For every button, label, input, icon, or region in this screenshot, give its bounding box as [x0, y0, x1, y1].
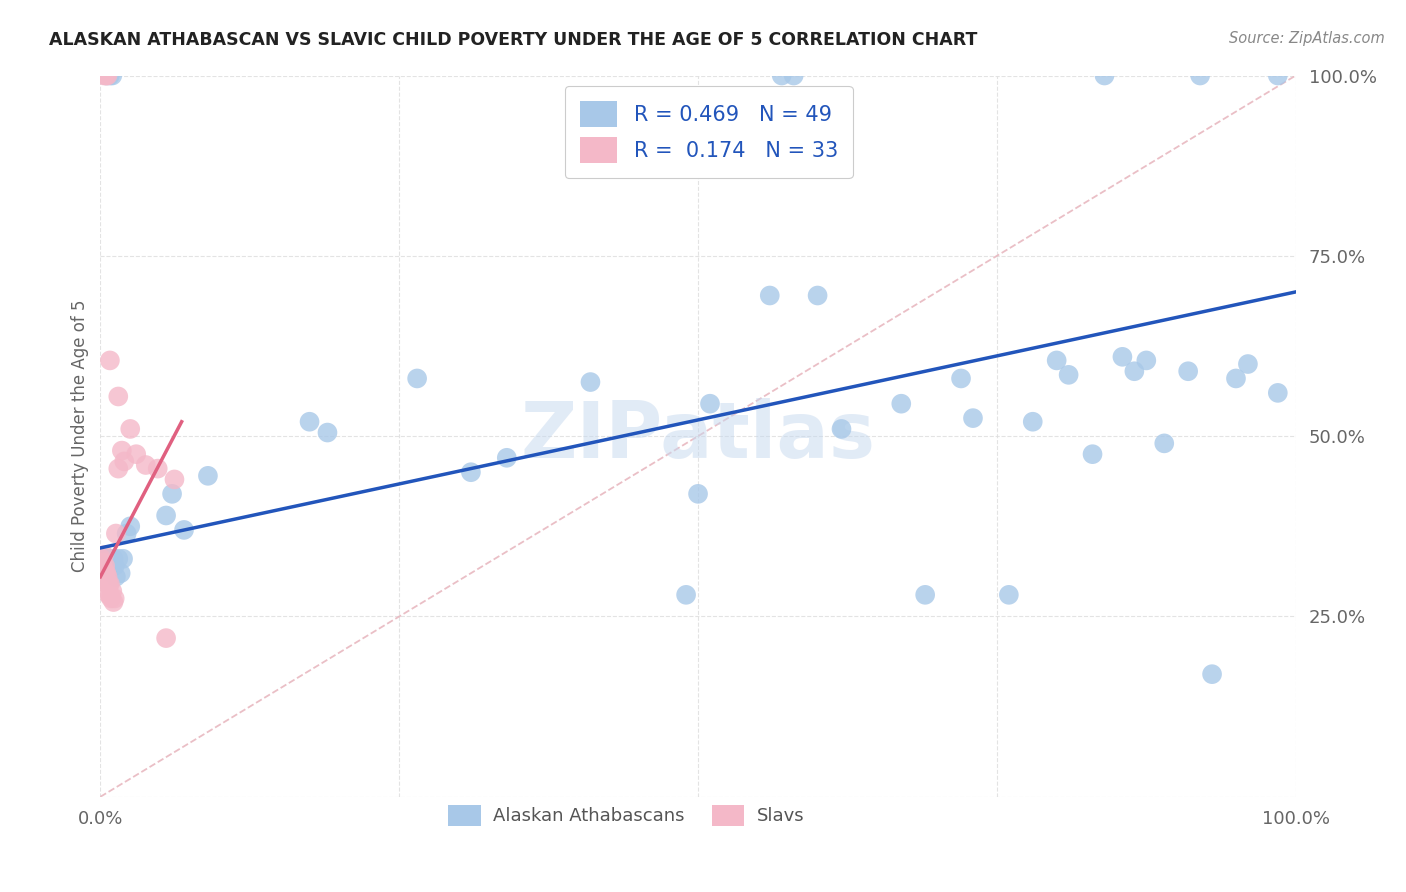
Point: [1267, 385, 1289, 400]
Point: [686, 487, 709, 501]
Point: [103, 551, 125, 566]
Point: [93, 548, 115, 562]
Point: [831, 422, 853, 436]
Point: [96, 570, 118, 584]
Point: [104, 570, 127, 584]
Point: [101, 584, 124, 599]
Point: [1267, 69, 1289, 83]
Point: [460, 465, 482, 479]
Point: [998, 588, 1021, 602]
Point: [699, 397, 721, 411]
Point: [89, 563, 111, 577]
Point: [135, 458, 157, 472]
Point: [96, 559, 118, 574]
Point: [112, 454, 135, 468]
Point: [100, 555, 122, 569]
Point: [1111, 350, 1133, 364]
Point: [91, 566, 114, 581]
Point: [96, 577, 118, 591]
Point: [579, 375, 602, 389]
Point: [914, 588, 936, 602]
Point: [96, 69, 118, 83]
Point: [98, 353, 121, 368]
Point: [1225, 371, 1247, 385]
Point: [1022, 415, 1045, 429]
Point: [98, 577, 121, 591]
Point: [111, 443, 134, 458]
Point: [1177, 364, 1199, 378]
Point: [98, 588, 121, 602]
Point: [806, 288, 828, 302]
Point: [125, 447, 148, 461]
Legend: Alaskan Athabascans, Slavs: Alaskan Athabascans, Slavs: [439, 796, 814, 835]
Point: [155, 508, 177, 523]
Point: [495, 450, 517, 465]
Point: [93, 563, 115, 577]
Point: [101, 69, 124, 83]
Point: [1237, 357, 1260, 371]
Point: [107, 389, 129, 403]
Text: Source: ZipAtlas.com: Source: ZipAtlas.com: [1229, 31, 1385, 46]
Point: [94, 566, 117, 581]
Point: [93, 69, 115, 83]
Point: [97, 577, 120, 591]
Point: [1094, 69, 1116, 83]
Point: [107, 461, 129, 475]
Y-axis label: Child Poverty Under the Age of 5: Child Poverty Under the Age of 5: [72, 300, 89, 573]
Point: [406, 371, 429, 385]
Point: [1153, 436, 1175, 450]
Point: [104, 591, 127, 606]
Point: [96, 69, 118, 83]
Point: [96, 69, 118, 83]
Point: [316, 425, 339, 440]
Point: [97, 551, 120, 566]
Point: [96, 551, 118, 566]
Point: [115, 526, 138, 541]
Point: [90, 563, 112, 577]
Point: [103, 595, 125, 609]
Point: [155, 631, 177, 645]
Point: [675, 588, 697, 602]
Point: [120, 519, 142, 533]
Point: [1201, 667, 1223, 681]
Point: [890, 397, 912, 411]
Point: [1046, 353, 1069, 368]
Point: [1057, 368, 1080, 382]
Text: ZIPatlas: ZIPatlas: [520, 398, 876, 475]
Point: [97, 588, 120, 602]
Point: [1123, 364, 1146, 378]
Point: [782, 69, 804, 83]
Point: [120, 422, 142, 436]
Point: [173, 523, 195, 537]
Point: [146, 461, 169, 475]
Point: [1135, 353, 1157, 368]
Point: [104, 526, 127, 541]
Point: [93, 551, 115, 566]
Point: [1189, 69, 1212, 83]
Point: [163, 472, 186, 486]
Point: [112, 551, 135, 566]
Point: [770, 69, 793, 83]
Point: [104, 559, 127, 574]
Point: [96, 566, 118, 581]
Point: [107, 551, 129, 566]
Point: [298, 415, 321, 429]
Point: [197, 468, 219, 483]
Point: [91, 555, 114, 569]
Point: [962, 411, 984, 425]
Point: [94, 559, 117, 574]
Point: [98, 551, 121, 566]
Point: [758, 288, 780, 302]
Point: [90, 551, 112, 566]
Point: [101, 555, 124, 569]
Point: [160, 487, 183, 501]
Point: [100, 591, 122, 606]
Point: [950, 371, 973, 385]
Point: [98, 69, 121, 83]
Point: [96, 574, 118, 588]
Point: [110, 566, 132, 581]
Text: ALASKAN ATHABASCAN VS SLAVIC CHILD POVERTY UNDER THE AGE OF 5 CORRELATION CHART: ALASKAN ATHABASCAN VS SLAVIC CHILD POVER…: [49, 31, 977, 49]
Point: [1081, 447, 1104, 461]
